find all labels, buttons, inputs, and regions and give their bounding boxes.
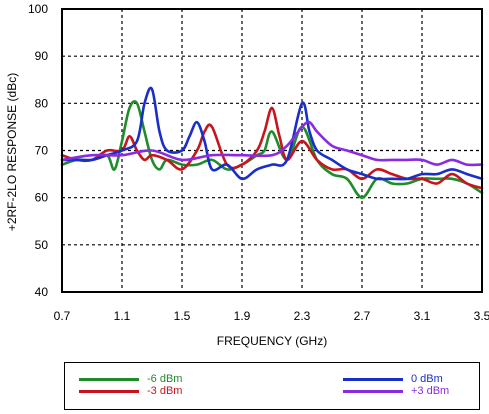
legend-entry-series-1: -6 dBm [79, 373, 182, 385]
legend-label-series-3: 0 dBm [411, 373, 443, 385]
x-tick-label: 2.3 [294, 309, 311, 323]
legend: -6 dBm -3 dBm 0 dBm +3 dBm [64, 362, 480, 410]
legend-swatch-series-4 [343, 389, 403, 393]
series-lines [60, 86, 484, 199]
y-tick-label: 50 [35, 238, 49, 252]
legend-swatch-series-3 [343, 377, 403, 381]
legend-swatch-series-2 [79, 389, 139, 393]
plot-frame [61, 8, 483, 293]
y-tick-label: 90 [35, 49, 49, 63]
y-tick-label: 40 [35, 285, 49, 299]
legend-swatch-series-1 [79, 377, 139, 381]
legend-entry-series-2: -3 dBm [79, 385, 182, 397]
x-tick-label: 3.1 [414, 309, 431, 323]
x-axis-label: FREQUENCY (GHz) [217, 334, 327, 348]
series-line-3 [60, 86, 484, 181]
x-tick-label: 1.9 [234, 309, 251, 323]
y-axis-label: +2RF-2LO RESPONSE (dBc) [5, 73, 19, 231]
legend-entry-series-4: +3 dBm [343, 385, 449, 397]
x-tick-label: 0.7 [54, 309, 71, 323]
x-tick-label: 3.5 [474, 309, 489, 323]
y-tick-label: 60 [35, 191, 49, 205]
y-tick-label: 70 [35, 144, 49, 158]
y-tick-label: 100 [28, 2, 48, 16]
series-line-2 [60, 106, 484, 190]
legend-label-series-4: +3 dBm [411, 385, 450, 397]
y-tick-label: 80 [35, 96, 49, 110]
x-tick-label: 1.1 [114, 309, 131, 323]
series-line-4 [60, 120, 484, 167]
legend-entry-series-3: 0 dBm [343, 373, 443, 385]
x-tick-labels: 0.7 1.1 1.5 1.9 2.3 2.7 3.1 3.5 [54, 309, 489, 323]
x-tick-label: 2.7 [354, 309, 371, 323]
x-tick-label: 1.5 [174, 309, 191, 323]
legend-label-series-1: -6 dBm [147, 373, 183, 385]
grid-lines [62, 9, 482, 292]
y-tick-labels: 40 50 60 70 80 90 100 [28, 2, 48, 299]
legend-label-series-2: -3 dBm [147, 385, 183, 397]
